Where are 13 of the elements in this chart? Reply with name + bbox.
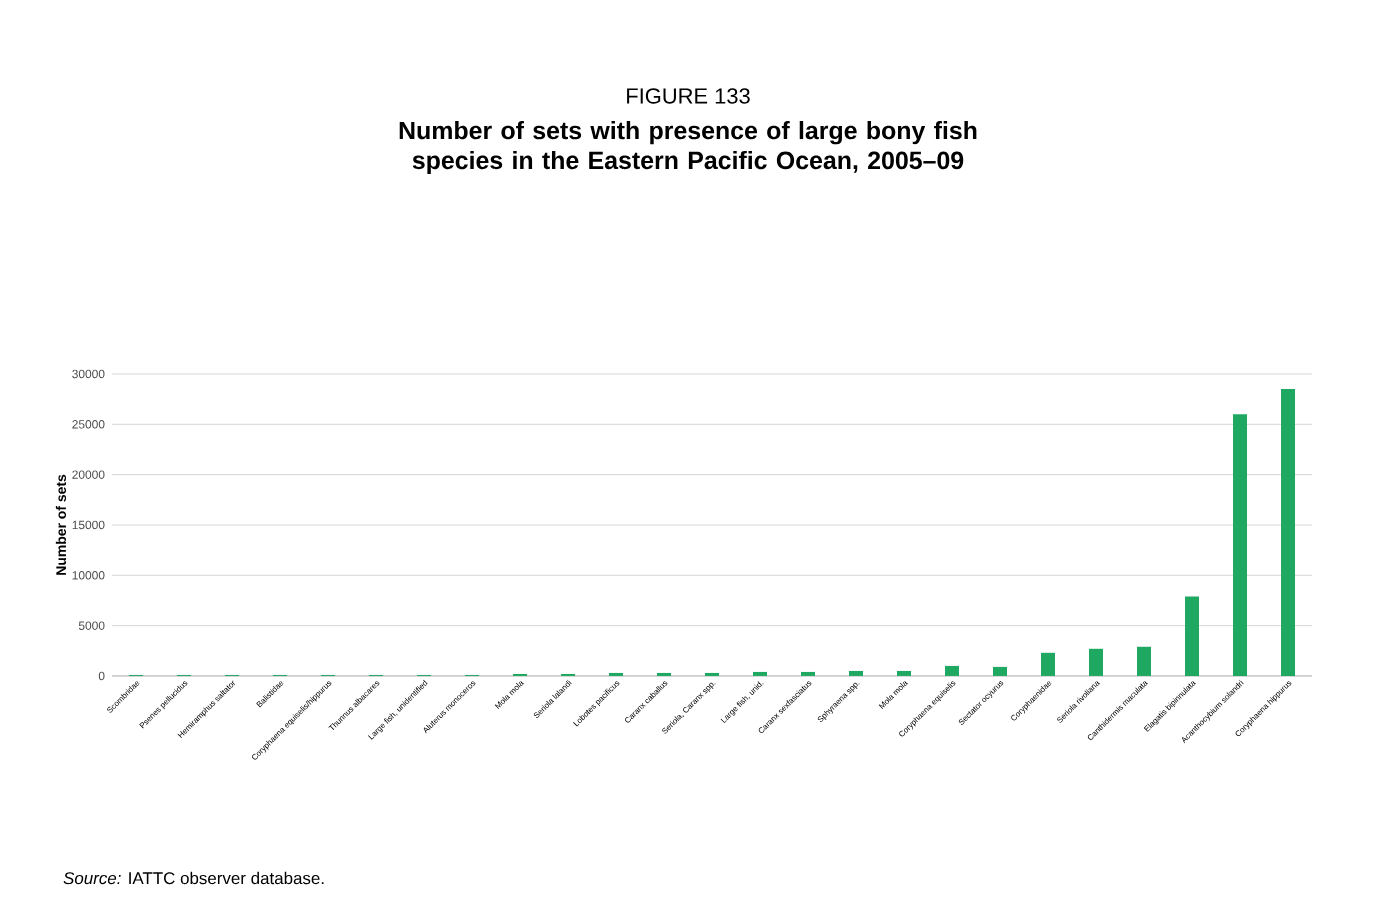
text: Source: IATTC observer database. xyxy=(63,871,324,885)
bar xyxy=(1185,596,1200,676)
bar xyxy=(1041,652,1056,676)
bar xyxy=(993,666,1008,676)
bar xyxy=(1281,389,1296,676)
bar xyxy=(1137,646,1152,676)
chart-subtitle: Number of sets with presence of large bony fish species in the Eastern Pacific Ocean, 2005–09 xyxy=(399,121,977,175)
bar xyxy=(1233,414,1248,676)
bar xyxy=(849,670,864,676)
bar xyxy=(897,670,912,676)
bar xyxy=(1089,648,1104,676)
chart-title: FIGURE 133 xyxy=(627,88,750,104)
bar xyxy=(945,665,960,676)
